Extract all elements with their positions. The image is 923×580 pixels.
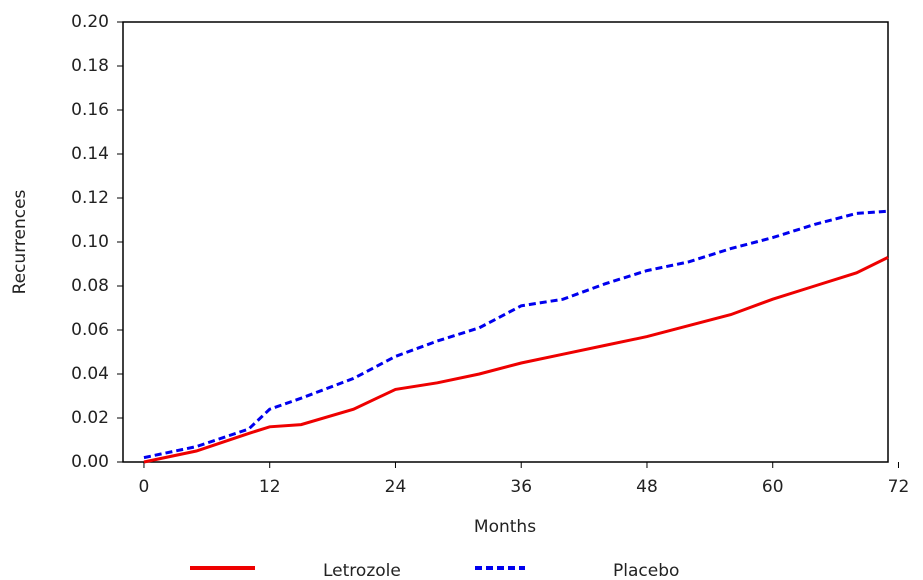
y-tick-label: 0.08	[71, 276, 109, 296]
y-tick-label: 0.06	[71, 320, 109, 340]
x-tick-label: 36	[510, 477, 532, 497]
y-tick-label: 0.14	[71, 144, 109, 164]
x-tick-label: 0	[139, 477, 150, 497]
y-tick-label: 0.02	[71, 408, 109, 428]
legend-label: Letrozole	[323, 561, 401, 580]
x-tick-label: 12	[259, 477, 281, 497]
legend-label: Placebo	[613, 561, 679, 580]
plot-frame	[122, 21, 889, 463]
y-tick-label: 0.10	[71, 232, 109, 252]
y-tick-label: 0.00	[71, 452, 109, 472]
x-tick-label: 60	[762, 477, 784, 497]
data-line	[143, 209, 889, 460]
x-tick-label: 24	[385, 477, 407, 497]
x-tick-label: 48	[636, 477, 658, 497]
x-axis-label: Months	[474, 517, 536, 537]
y-tick-label: 0.16	[71, 100, 109, 120]
y-tick-label: 0.12	[71, 188, 109, 208]
x-tick-label: 72	[888, 477, 910, 497]
data-line	[143, 256, 889, 464]
y-tick-label: 0.20	[71, 12, 109, 32]
y-tick-label: 0.04	[71, 364, 109, 384]
y-axis-label: Recurrences	[10, 189, 30, 294]
y-tick-label: 0.18	[71, 56, 109, 76]
